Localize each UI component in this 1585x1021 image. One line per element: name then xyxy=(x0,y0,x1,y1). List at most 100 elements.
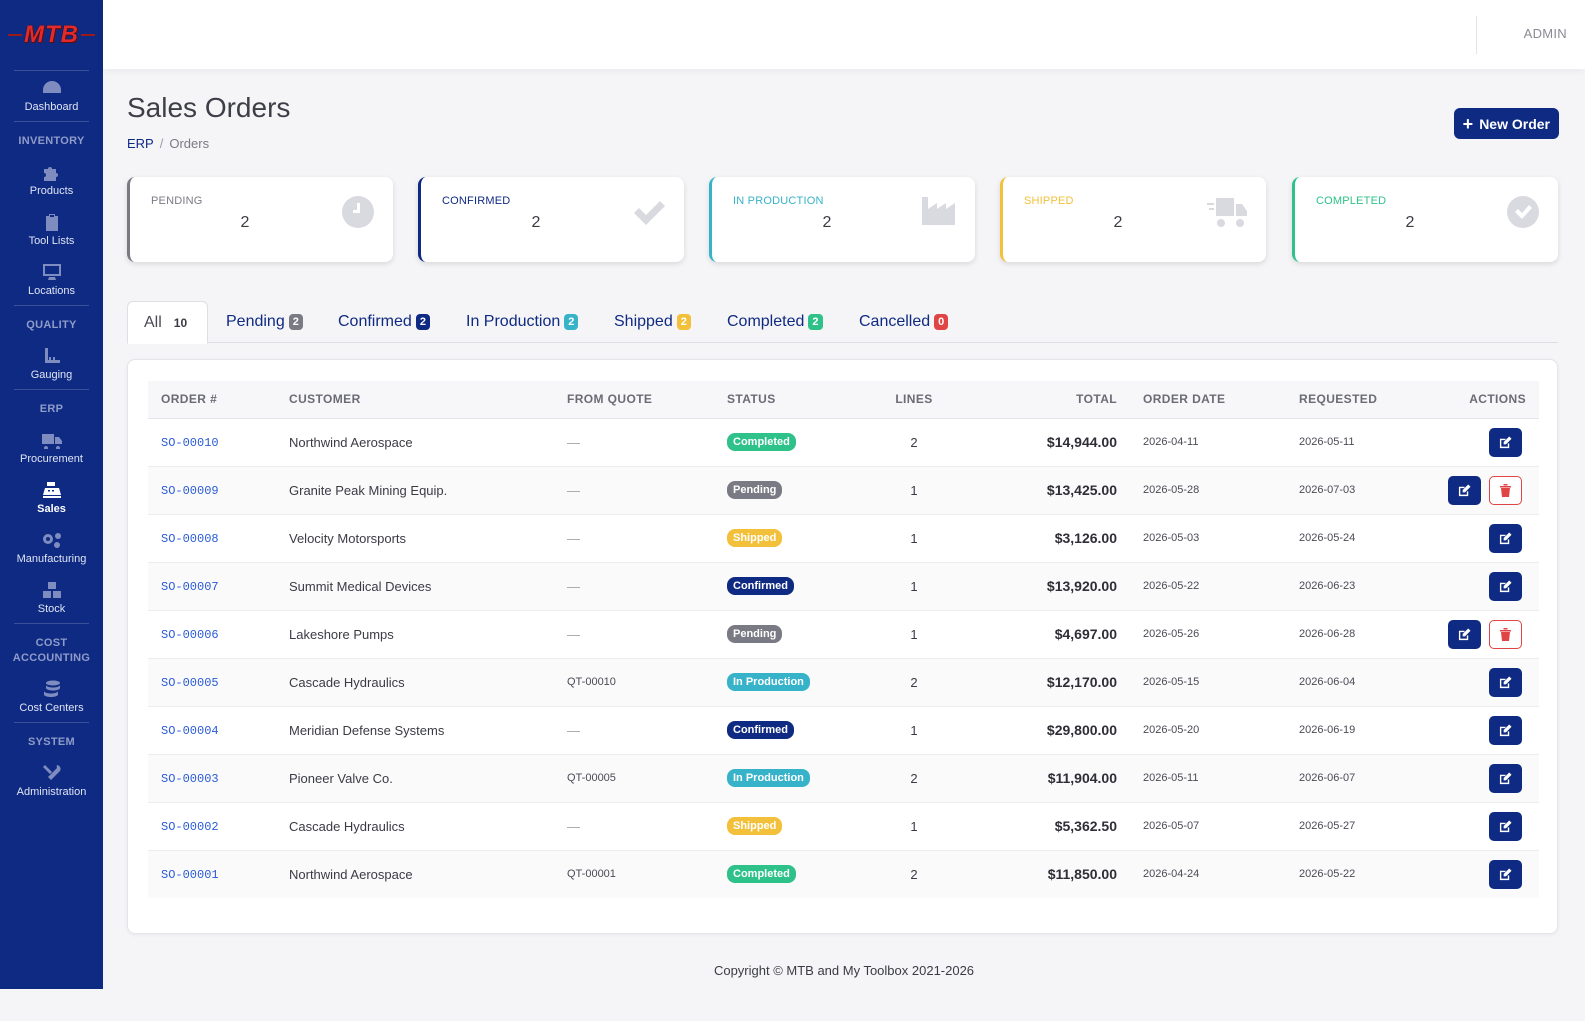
col-lines[interactable]: LINES xyxy=(874,381,954,419)
col-requested[interactable]: REQUESTED xyxy=(1286,381,1396,419)
edit-button[interactable] xyxy=(1489,811,1522,841)
col-order-date[interactable]: ORDER DATE xyxy=(1130,381,1286,419)
edit-button[interactable] xyxy=(1489,667,1522,697)
logo[interactable]: MTB xyxy=(0,0,103,70)
order-number-link[interactable]: SO-00006 xyxy=(161,628,219,642)
order-number-link[interactable]: SO-00002 xyxy=(161,820,219,834)
status-badge: Shipped xyxy=(727,817,783,835)
col-customer[interactable]: CUSTOMER xyxy=(276,381,554,419)
sidebar-item-label: Locations xyxy=(27,285,76,297)
lines-cell: 2 xyxy=(874,658,954,707)
row-actions xyxy=(1409,523,1526,553)
table-row[interactable]: SO-00008 Velocity Motorsports — Shipped 1 $3,… xyxy=(148,514,1539,563)
table-row[interactable]: SO-00007 Summit Medical Devices — Confirmed… xyxy=(148,562,1539,611)
edit-button[interactable] xyxy=(1489,427,1522,457)
requested-date-cell: 2026-06-19 xyxy=(1286,706,1396,755)
total-cell: $11,904.00 xyxy=(954,754,1130,803)
tab-label: Confirmed xyxy=(338,313,412,330)
sidebar-item-gauging[interactable]: Gauging xyxy=(0,339,103,389)
col-from-quote[interactable]: FROM QUOTE xyxy=(554,381,714,419)
table-row[interactable]: SO-00009 Granite Peak Mining Equip. — Pendi… xyxy=(148,466,1539,515)
sidebar-divider xyxy=(14,623,89,624)
edit-icon xyxy=(1499,579,1512,593)
summary-card-title: SHIPPED xyxy=(1024,195,1074,207)
sidebar-item-administration[interactable]: Administration xyxy=(0,756,103,806)
order-number-link[interactable]: SO-00009 xyxy=(161,484,219,498)
order-number-link[interactable]: SO-00007 xyxy=(161,580,219,594)
edit-icon xyxy=(1499,819,1512,833)
sidebar-item-procurement[interactable]: Procurement xyxy=(0,423,103,473)
edit-button[interactable] xyxy=(1489,715,1522,745)
sidebar-section-heading: SYSTEM xyxy=(27,736,76,748)
tab-pending[interactable]: Pending 2 xyxy=(226,301,303,343)
edit-button[interactable] xyxy=(1489,571,1522,601)
breadcrumb-link-erp[interactable]: ERP xyxy=(127,136,154,151)
new-order-button[interactable]: + New Order xyxy=(1453,108,1559,139)
sidebar-item-cost-centers[interactable]: Cost Centers xyxy=(0,672,103,722)
tab-completed[interactable]: Completed 2 xyxy=(727,301,823,343)
sidebar-item-label: Gauging xyxy=(30,369,73,381)
sidebar-item-tool-lists[interactable]: Tool Lists xyxy=(0,205,103,255)
order-number-link[interactable]: SO-00001 xyxy=(161,868,219,883)
sidebar-item-label: Sales xyxy=(37,503,66,515)
col-order[interactable]: ORDER # xyxy=(148,381,276,419)
sidebar-item-sales[interactable]: Sales xyxy=(0,473,103,523)
edit-button[interactable] xyxy=(1448,619,1481,649)
table-row[interactable]: SO-00003 Pioneer Valve Co. QT-00005 In Prod… xyxy=(148,754,1539,803)
tab-label: Shipped xyxy=(614,313,673,330)
order-number-link[interactable]: SO-00008 xyxy=(161,532,219,546)
customer-cell: Lakeshore Pumps xyxy=(276,610,554,659)
tab-confirmed[interactable]: Confirmed 2 xyxy=(338,301,430,343)
summary-card-completed[interactable]: COMPLETED 2 xyxy=(1292,177,1558,262)
order-number-link[interactable]: SO-00010 xyxy=(161,436,219,450)
order-number-link[interactable]: SO-00003 xyxy=(161,772,219,786)
clipboard-icon xyxy=(45,211,59,233)
summary-card-shipped[interactable]: SHIPPED 2 xyxy=(1000,177,1266,262)
edit-icon xyxy=(1499,675,1512,689)
sidebar-item-stock[interactable]: Stock xyxy=(0,573,103,623)
summary-card-in-production[interactable]: IN PRODUCTION 2 xyxy=(709,177,975,262)
row-actions xyxy=(1409,571,1526,601)
summary-card-pending[interactable]: PENDING 2 xyxy=(127,177,393,262)
edit-button[interactable] xyxy=(1489,763,1522,793)
tab-cancelled[interactable]: Cancelled 0 xyxy=(859,301,949,343)
topbar-separator xyxy=(1476,16,1477,54)
tab-in-production[interactable]: In Production 2 xyxy=(466,301,579,343)
tab-shipped[interactable]: Shipped 2 xyxy=(614,301,691,343)
table-row[interactable]: SO-00005 Cascade Hydraulics QT-00010 In Pro… xyxy=(148,658,1539,707)
order-date-cell: 2026-05-11 xyxy=(1130,754,1286,803)
total-cell: $14,944.00 xyxy=(954,418,1130,467)
gears-icon xyxy=(41,529,63,551)
sidebar-item-label: Stock xyxy=(37,603,66,615)
status-badge: Confirmed xyxy=(727,721,794,739)
tab-all[interactable]: All 10 xyxy=(127,301,209,344)
col-total[interactable]: TOTAL xyxy=(954,381,1130,419)
sidebar-item-dashboard[interactable]: Dashboard xyxy=(0,71,103,121)
summary-card-confirmed[interactable]: CONFIRMED 2 xyxy=(418,177,684,262)
order-number-link[interactable]: SO-00005 xyxy=(161,676,219,690)
edit-icon xyxy=(1458,483,1471,497)
sidebar-item-products[interactable]: Products xyxy=(0,155,103,205)
summary-card-value: 2 xyxy=(822,214,832,231)
sidebar-item-label: Procurement xyxy=(20,453,83,465)
breadcrumb-current: Orders xyxy=(169,136,210,151)
edit-button[interactable] xyxy=(1489,523,1522,553)
delete-button[interactable] xyxy=(1489,475,1522,505)
sidebar-item-locations[interactable]: Locations xyxy=(0,255,103,305)
new-order-label: New Order xyxy=(1479,115,1550,132)
table-row[interactable]: SO-00002 Cascade Hydraulics — Shipped 1 $5,36… xyxy=(148,802,1539,851)
row-actions xyxy=(1409,427,1526,457)
tab-label: Cancelled xyxy=(859,313,931,330)
boxes-icon xyxy=(41,579,63,601)
edit-button[interactable] xyxy=(1448,475,1481,505)
edit-button[interactable] xyxy=(1489,859,1522,889)
table-row[interactable]: SO-00006 Lakeshore Pumps — Pending 1 $4,697.0… xyxy=(148,610,1539,659)
order-number-link[interactable]: SO-00004 xyxy=(161,724,219,738)
table-row[interactable]: SO-00001 Northwind Aerospace QT-00001 Compl… xyxy=(148,850,1539,898)
col-status[interactable]: STATUS xyxy=(714,381,874,419)
delete-button[interactable] xyxy=(1489,619,1522,649)
user-menu[interactable]: ADMIN xyxy=(1523,26,1567,41)
sidebar-item-manufacturing[interactable]: Manufacturing xyxy=(0,523,103,573)
table-row[interactable]: SO-00004 Meridian Defense Systems — Confirm… xyxy=(148,706,1539,755)
table-row[interactable]: SO-00010 Northwind Aerospace — Completed 2 $1… xyxy=(148,418,1539,467)
